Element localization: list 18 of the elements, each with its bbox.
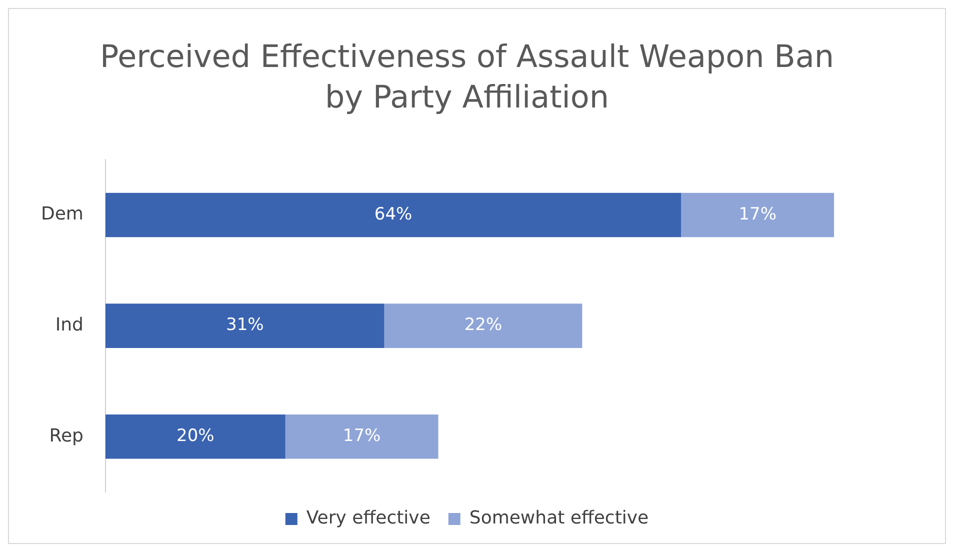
- data-label: 20%: [176, 426, 214, 446]
- legend-label: Somewhat effective: [469, 508, 649, 529]
- bar: [105, 304, 384, 348]
- data-label: 31%: [226, 315, 264, 336]
- data-label: 64%: [374, 204, 412, 224]
- bar: [384, 304, 582, 348]
- y-tick-label: Dem: [41, 204, 84, 225]
- y-tick-label: Ind: [55, 314, 84, 336]
- legend-label: Very effective: [306, 508, 430, 529]
- data-label: 17%: [342, 426, 381, 446]
- data-label: 22%: [464, 315, 502, 336]
- chart-title: Perceived Effectiveness of Assault Weapon Ban by Party Affiliation: [100, 39, 834, 116]
- bar: [285, 414, 438, 459]
- bar: [105, 414, 286, 459]
- data-label: 17%: [738, 204, 776, 224]
- bar: [105, 192, 682, 238]
- y-tick-label: Rep: [49, 425, 84, 446]
- bar: [681, 192, 834, 238]
